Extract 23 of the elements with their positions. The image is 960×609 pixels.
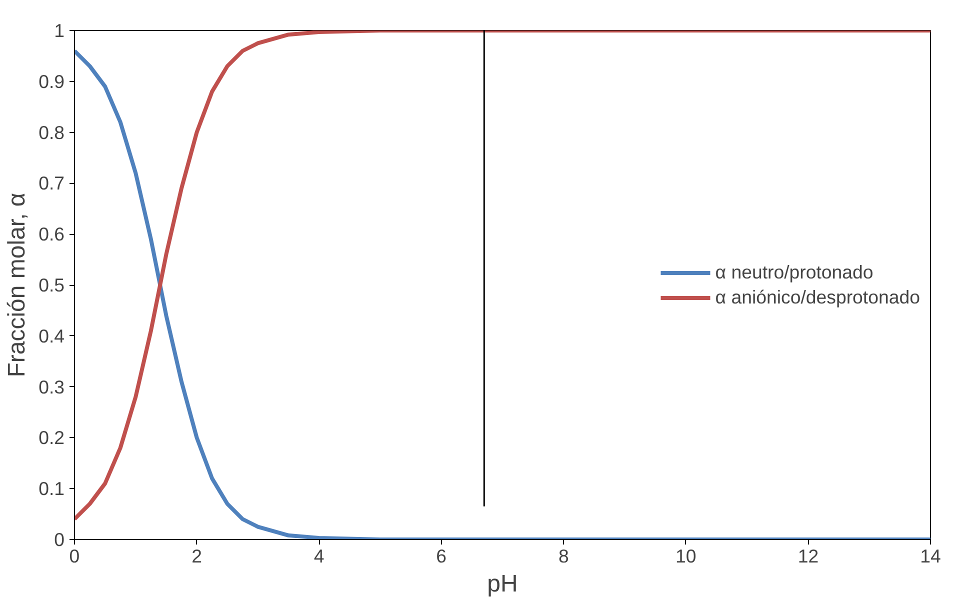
y-tick-label: 0.6 bbox=[38, 224, 65, 245]
y-tick-label: 0.5 bbox=[38, 274, 65, 296]
y-tick-label: 1 bbox=[54, 20, 65, 41]
y-tick-label: 0.8 bbox=[38, 122, 65, 143]
y-tick-label: 0.9 bbox=[38, 70, 65, 92]
x-tick-label: 14 bbox=[920, 546, 941, 566]
y-tick-label: 0.1 bbox=[38, 478, 65, 500]
x-tick-label: 8 bbox=[558, 546, 569, 566]
legend-label: α neutro/protonado bbox=[715, 261, 874, 283]
x-tick-label: 12 bbox=[798, 546, 819, 566]
x-tick-label: 4 bbox=[314, 546, 324, 566]
y-tick-label: 0.7 bbox=[38, 172, 65, 194]
x-tick-label: 6 bbox=[436, 546, 447, 566]
y-tick-label: 0.3 bbox=[38, 376, 65, 398]
y-tick-label: 0.4 bbox=[38, 325, 65, 346]
y-tick-label: 0.2 bbox=[38, 427, 65, 448]
x-tick-label: 0 bbox=[69, 546, 80, 566]
x-tick-label: 10 bbox=[676, 546, 696, 566]
x-axis-title: pH bbox=[487, 570, 518, 598]
y-tick-label: 0 bbox=[54, 529, 65, 550]
legend-label: α aniónico/desprotonado bbox=[715, 286, 920, 308]
x-tick-label: 2 bbox=[192, 546, 202, 566]
y-axis-title: Fracción molar, α bbox=[4, 192, 31, 378]
